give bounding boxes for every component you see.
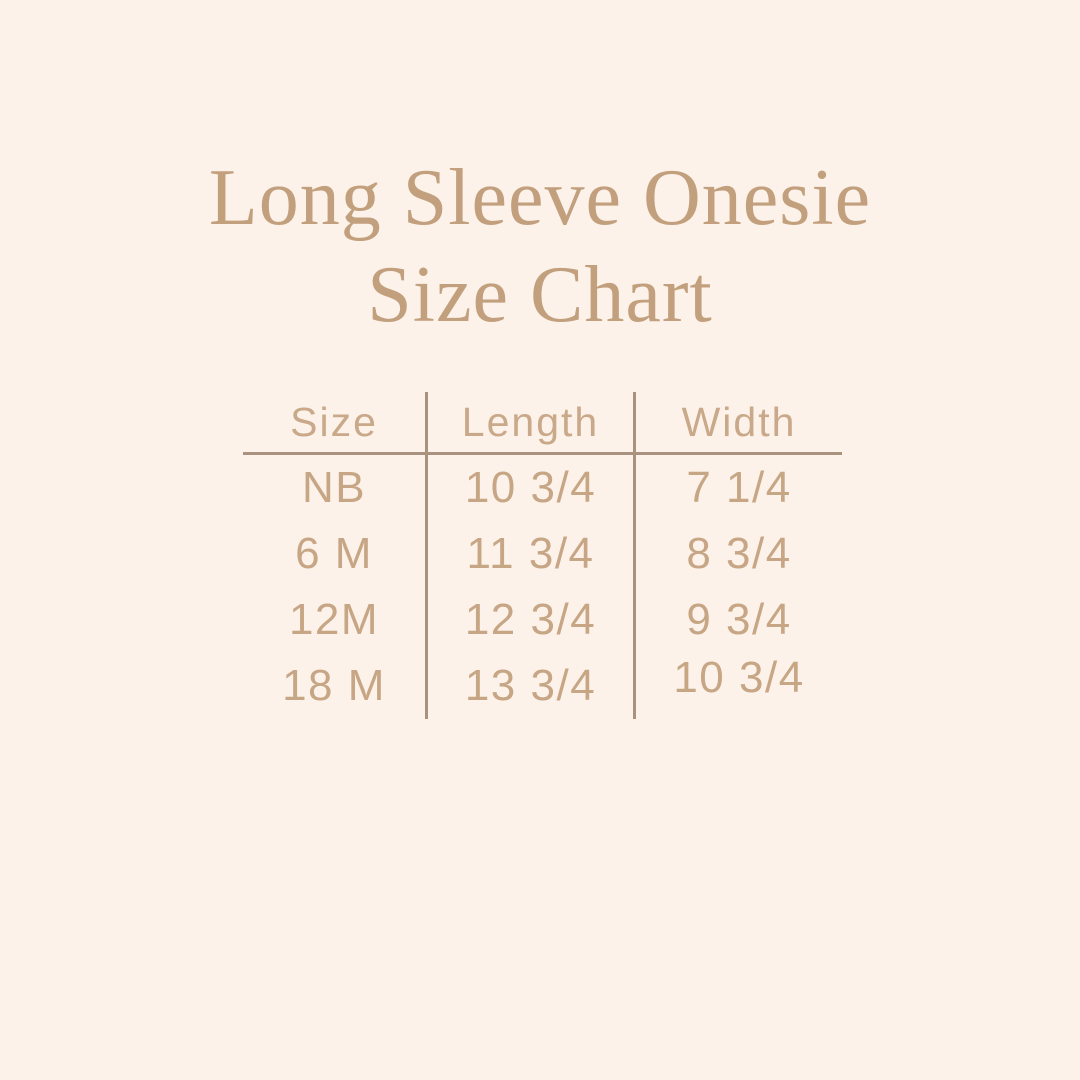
cell-width-6m: 8 3/4 — [686, 529, 792, 578]
cell-width-nb: 7 1/4 — [686, 463, 792, 512]
size-table: Size Length Width NB 10 3/4 7 1/4 6 M 11… — [243, 392, 842, 719]
cell-size-6m: 6 M — [295, 529, 373, 578]
header-cell-length: Length — [425, 392, 636, 455]
cell-width-18m: 10 3/4 — [673, 653, 805, 702]
page-title: Long Sleeve Onesie Size Chart — [0, 150, 1080, 344]
title-line-1: Long Sleeve Onesie — [208, 154, 872, 242]
title-line-2: Size Chart — [367, 251, 713, 339]
cell-width-12m: 9 3/4 — [686, 595, 792, 644]
cell-size-18m: 18 M — [282, 661, 386, 710]
cell-length-nb: 10 3/4 — [425, 455, 636, 521]
header-cell-size: Size — [243, 392, 425, 455]
header-cell-width: Width — [636, 392, 842, 455]
cell-length-12m: 12 3/4 — [425, 587, 636, 653]
cell-length-18m: 13 3/4 — [425, 653, 636, 719]
cell-length-6m: 11 3/4 — [425, 521, 636, 587]
cell-size-nb: NB — [301, 463, 367, 512]
cell-size-12m: 12M — [288, 595, 380, 644]
